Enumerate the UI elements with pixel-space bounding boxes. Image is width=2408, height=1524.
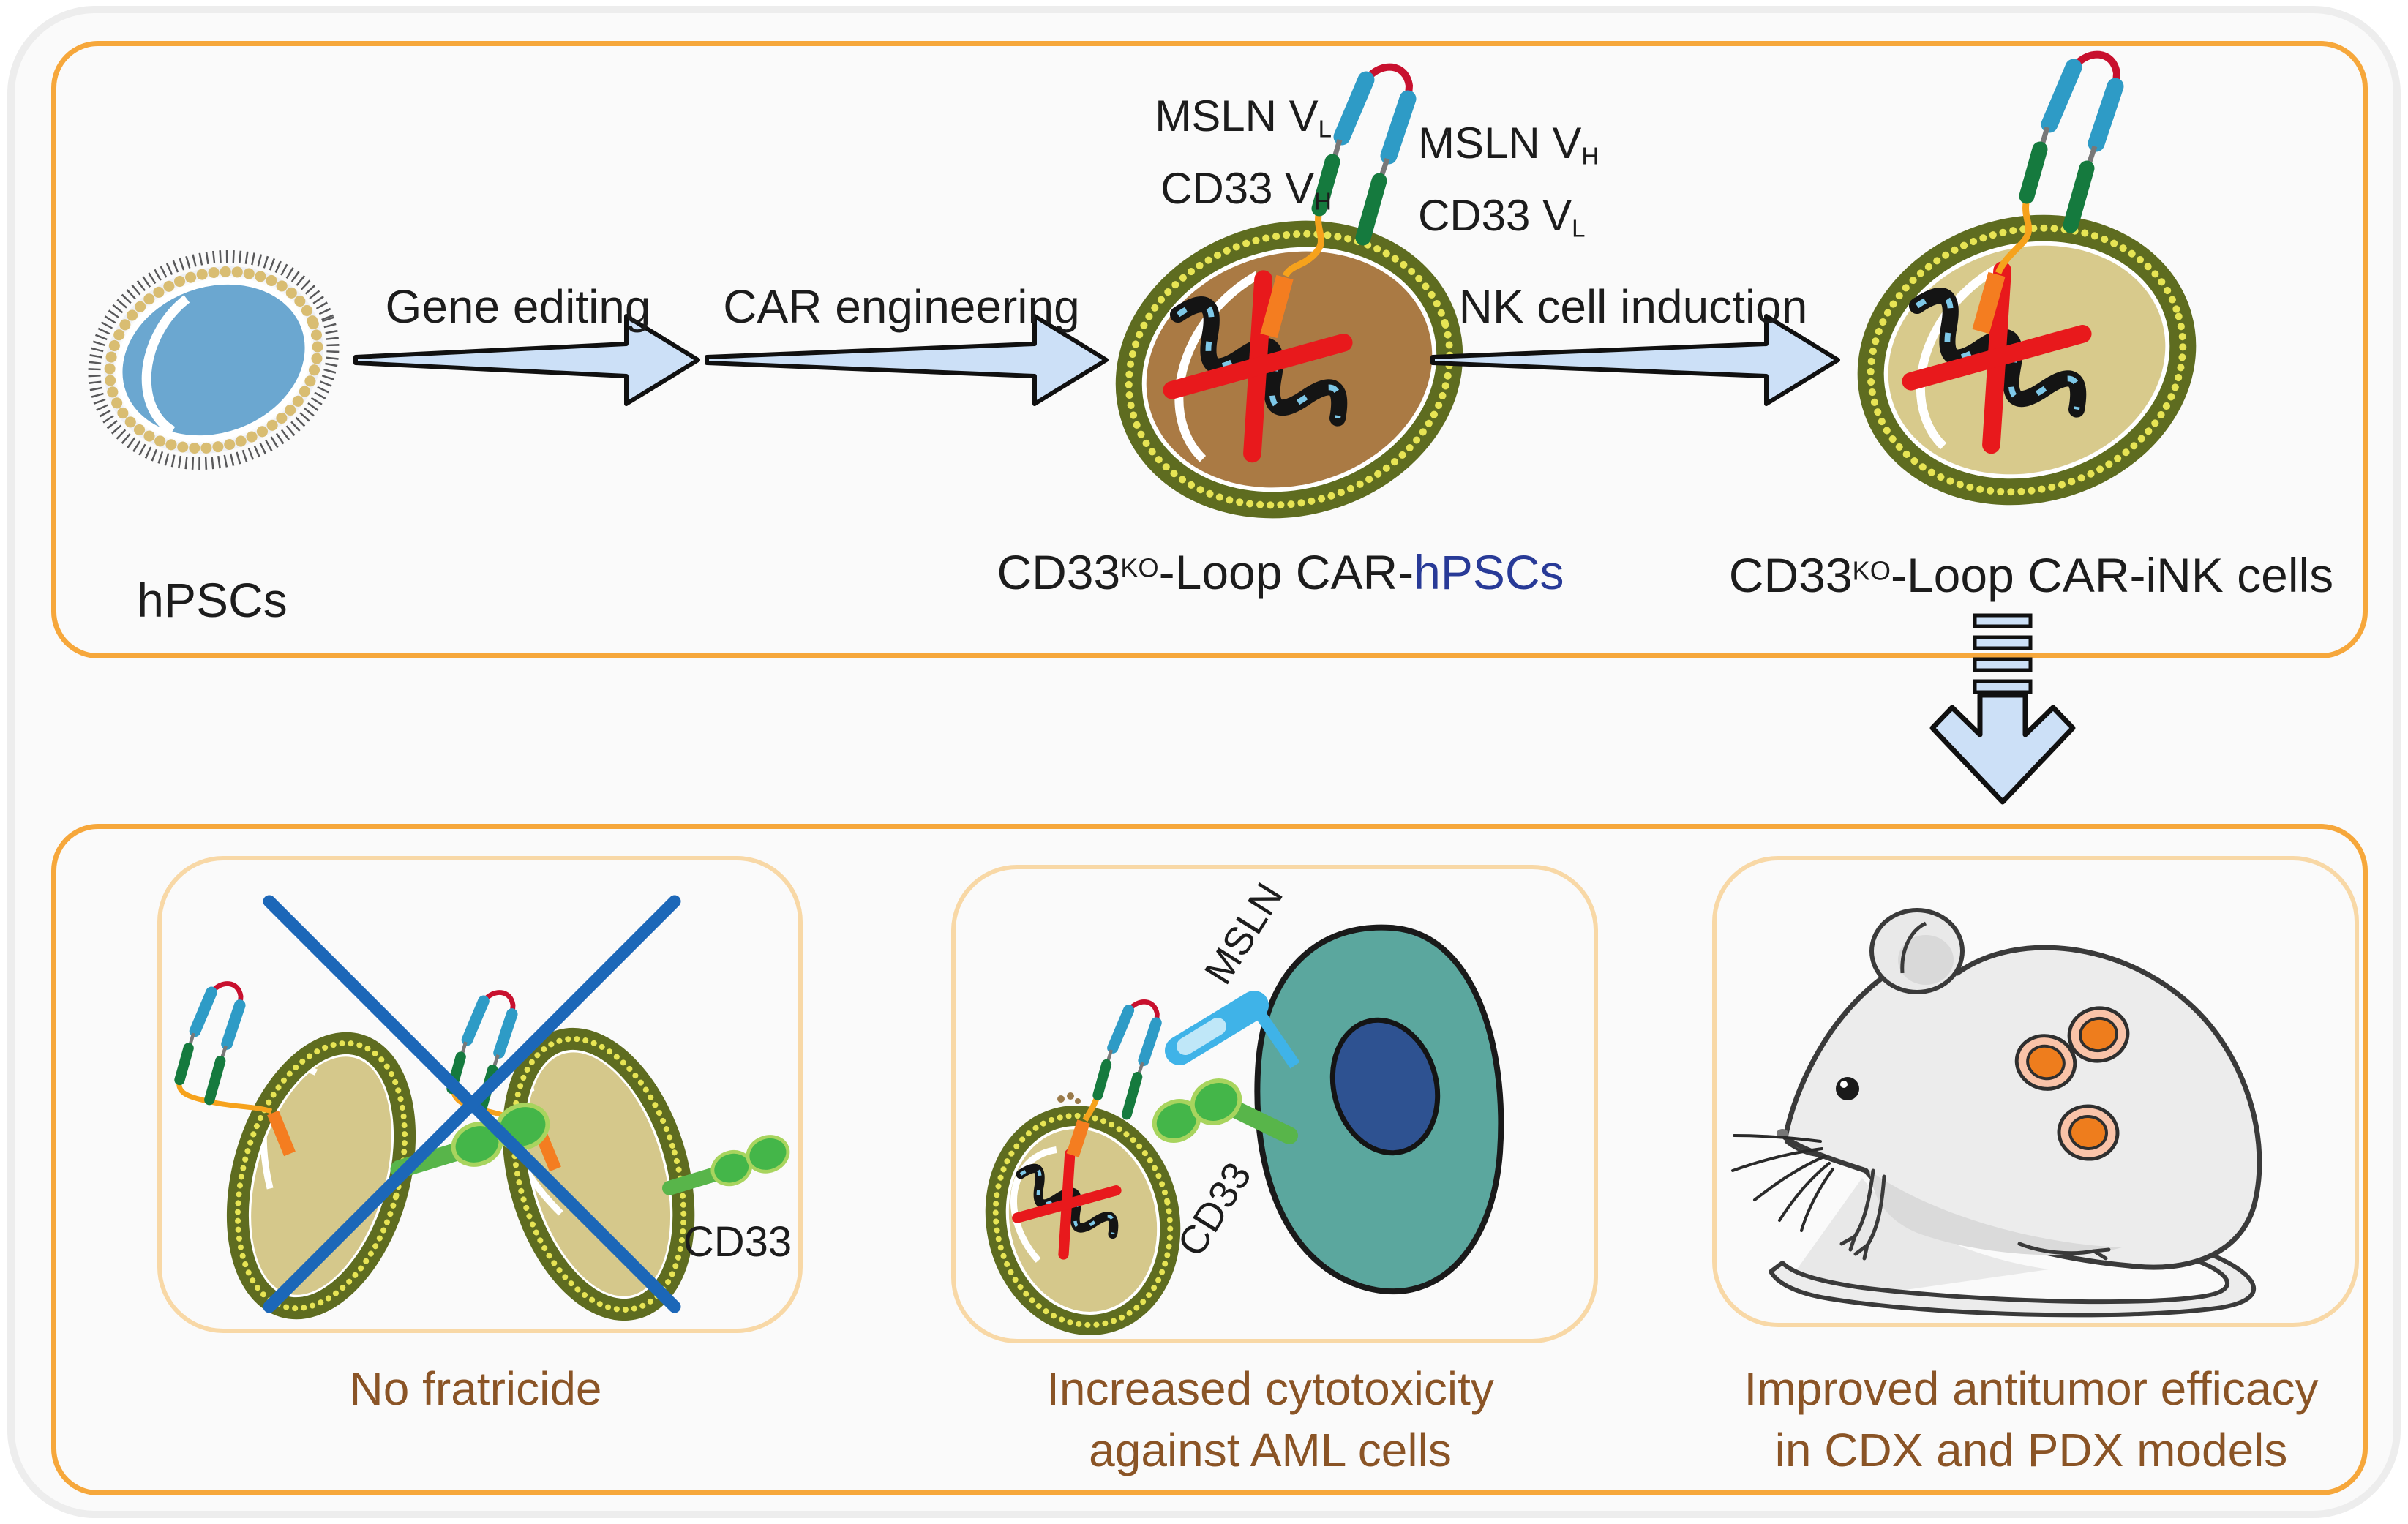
- cd33-molecule-icon: [669, 1131, 793, 1190]
- cytotoxicity-scene: [985, 924, 1504, 1335]
- car-ink-cell-label: CD33KO-Loop CAR-iNK cells: [1728, 548, 2334, 602]
- car-right-chain-labels: MSLN VH CD33 VL: [1418, 113, 1799, 259]
- car-hpsc-cell-label: CD33KO-Loop CAR-hPSCs: [997, 545, 1564, 599]
- car-stalk: [1995, 198, 2033, 274]
- mouse-shadow: [1789, 1178, 2049, 1299]
- mouse-illustration: [1731, 908, 2262, 1318]
- mouse-nose: [1777, 1129, 1788, 1138]
- no-fratricide-cross-icon: [263, 895, 681, 1313]
- nk-induction-arrow: [1430, 314, 1840, 406]
- hpsc-label-text: hPSCs: [137, 573, 288, 627]
- car-engineering-label: CAR engineering: [667, 279, 1136, 334]
- antitumor-caption-line2: in CDX and PDX models: [1774, 1424, 2288, 1476]
- cytotoxicity-caption-line1: Increased cytotoxicity: [1046, 1362, 1494, 1415]
- mouse-whiskers: [1731, 1134, 1834, 1232]
- mouse-eye: [1836, 1077, 1859, 1100]
- car-anchor: [267, 1110, 296, 1157]
- car-anchor: [1260, 274, 1294, 339]
- loop-car-icon: [1098, 1002, 1157, 1114]
- mouse-paws: [1839, 1168, 2111, 1261]
- msln-vl-label: MSLN VL: [1155, 91, 1332, 143]
- antitumor-caption-line1: Improved antitumor efficacy: [1744, 1362, 2319, 1415]
- cytotoxicity-box: [951, 865, 1598, 1343]
- no-fratricide-caption: No fratricide: [349, 1362, 602, 1415]
- cd33-annotation: CD33: [683, 1218, 792, 1266]
- car-stalk: [1282, 209, 1325, 278]
- msln-vh-label: MSLN VH: [1418, 119, 1599, 170]
- car-anchor: [1972, 271, 2006, 334]
- msln-receptor-icon: [1165, 991, 1300, 1069]
- bottom-panel-border: [51, 824, 2368, 1495]
- car-engineering-text: CAR engineering: [723, 280, 1080, 333]
- loop-car-icon: [2027, 55, 2117, 225]
- loop-car-icon: [1319, 67, 1409, 238]
- loop-car-icon: [179, 983, 241, 1100]
- car-left-chain-labels: MSLN VL CD33 VH: [980, 86, 1332, 232]
- car-stalk: [176, 1081, 273, 1114]
- down-arrow-icon: [1929, 613, 2076, 805]
- fratricide-scene: [176, 895, 793, 1321]
- cd33-antigen-icon: [1152, 1078, 1298, 1144]
- nk-induction-text: NK cell induction: [1458, 280, 1808, 333]
- aml-cell: [1254, 924, 1504, 1295]
- gene-editing-arrow: [353, 314, 700, 406]
- ink-effector-cell: [985, 1002, 1181, 1335]
- no-fratricide-box: [157, 856, 803, 1333]
- car-engineering-arrow: [705, 314, 1109, 406]
- cytotoxicity-caption: Increased cytotoxicity against AML cells: [951, 1358, 1589, 1481]
- mouse-eye-glint: [1840, 1081, 1848, 1088]
- mouse-model-box: [1712, 856, 2359, 1327]
- top-panel-border: [51, 41, 2368, 658]
- antitumor-caption: Improved antitumor efficacy in CDX and P…: [1712, 1358, 2350, 1481]
- cd33-vl-label: CD33 VL: [1418, 191, 1586, 242]
- nk-induction-label: NK cell induction: [1399, 279, 1867, 334]
- ink-cell-b: [502, 1027, 695, 1321]
- cd33-vh-label: CD33 VH: [1160, 164, 1332, 215]
- car-anchor: [1066, 1119, 1090, 1157]
- car-hpsc-cell: [1115, 67, 1463, 519]
- hpsc-cell: [88, 249, 340, 470]
- aml-nucleus: [1329, 1017, 1441, 1156]
- hpsc-highlight-text: hPSCs: [1414, 545, 1564, 599]
- gene-editing-text: Gene editing: [385, 280, 651, 333]
- mouse-tail: [1769, 1242, 2257, 1318]
- mouse-ear: [1869, 908, 1965, 994]
- ink-cell-a: [226, 1032, 416, 1320]
- hpsc-cell-label: hPSCs: [59, 572, 366, 628]
- cytotoxicity-caption-line2: against AML cells: [1089, 1424, 1452, 1476]
- mouse-belly-shade: [1869, 1171, 2122, 1255]
- car-ink-cell: [1857, 55, 2197, 506]
- gene-editing-label: Gene editing: [328, 279, 708, 334]
- tumor-cells: [2014, 1006, 2130, 1161]
